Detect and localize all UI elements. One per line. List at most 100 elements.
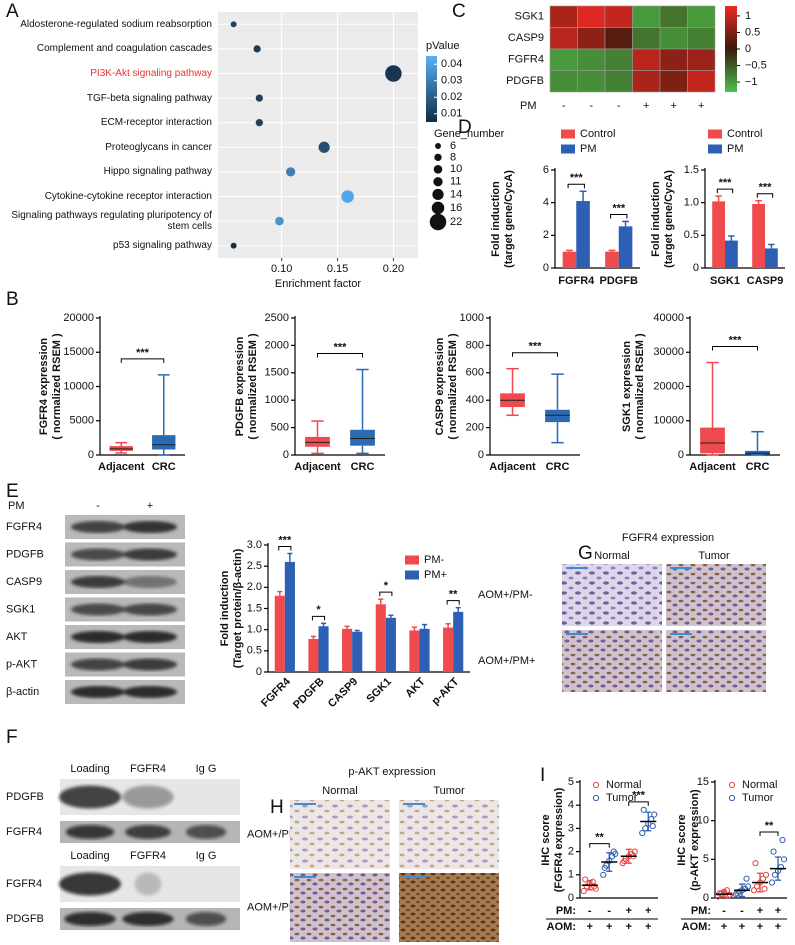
ihc-image (399, 800, 499, 869)
y-axis-label: IHC score (540, 814, 552, 865)
blot-row-label: CASP9 (6, 576, 42, 588)
point (761, 885, 768, 892)
panel-label: B (6, 289, 19, 310)
point (780, 856, 788, 863)
bar (318, 626, 329, 672)
group-label: - (740, 905, 744, 917)
row-label: FGFR4 (508, 54, 544, 66)
dot (385, 65, 402, 82)
ihc-row-label: AOM+/PM- (478, 589, 533, 601)
dot (285, 167, 296, 177)
x-tick-label: CRC (546, 461, 570, 473)
legend-label: Tumor (606, 792, 638, 804)
ihc-column-label: Normal (594, 550, 629, 562)
point (582, 876, 589, 883)
blot-band (123, 603, 177, 616)
point (744, 883, 752, 890)
bar (443, 627, 454, 672)
panel-label: E (6, 481, 19, 502)
bar (409, 630, 420, 672)
blot-column-label: + (147, 500, 153, 512)
ihc-column-label: Normal (322, 785, 357, 797)
bar (284, 561, 295, 672)
heat-cell (577, 48, 606, 71)
y-axis-label: CASP9 expression (434, 337, 446, 435)
y-axis-label: (FGFR4 expression) (553, 787, 565, 892)
y-tick-label: 0 (88, 449, 94, 461)
legend-swatch (561, 144, 575, 154)
x-tick-label: PDGFB (291, 676, 327, 712)
point (639, 829, 646, 837)
y-tick-label: 5 (703, 853, 709, 865)
dot (255, 94, 263, 102)
heat-cell (632, 5, 661, 28)
legend-title: pValue (426, 40, 459, 52)
row-label: CASP9 (508, 32, 544, 44)
y-axis-label: (target gene/CycA) (503, 170, 515, 268)
y-tick-label: 4 (568, 799, 574, 811)
blot-band (71, 548, 125, 561)
colorbar-label: 0.5 (745, 26, 760, 38)
y-tick-label: 10000 (653, 415, 684, 427)
size-label: 11 (450, 176, 461, 188)
blot-band (64, 911, 116, 927)
legend-marker (728, 794, 736, 802)
point (743, 875, 750, 882)
blot-column-label: Ig G (196, 763, 217, 775)
blot-row-label: p-AKT (6, 658, 37, 670)
colorbar-label: 0.04 (441, 58, 462, 70)
blot-band (122, 785, 174, 809)
group-label: - (607, 905, 611, 917)
y-axis-label: ( normalized RSEM ) (634, 333, 646, 440)
x-tick-label: p-AKT (430, 676, 462, 708)
legend-label: Tumor (742, 792, 774, 804)
panel-label: G (578, 543, 593, 564)
bar (712, 201, 725, 268)
bar (765, 248, 778, 268)
legend-label: PM- (424, 554, 445, 566)
colorbar (426, 56, 437, 122)
legend-title: Gene_number (434, 128, 505, 140)
legend-marker (728, 781, 736, 789)
ihc-image (562, 630, 662, 692)
ihc-column-label: Tumor (433, 785, 465, 797)
blot-column-label: FGFR4 (130, 763, 166, 775)
blot-row-label: PDGFB (6, 791, 44, 803)
box (545, 409, 570, 423)
blot-band (65, 824, 115, 840)
blot-band (123, 576, 177, 588)
dot (275, 216, 284, 226)
column-label: - (617, 100, 621, 112)
x-tick-label: Adjacent (294, 461, 341, 473)
heat-cell (549, 48, 578, 71)
dot (253, 45, 261, 53)
size-key (433, 164, 443, 174)
blot-band (185, 911, 227, 927)
significance-label: ** (595, 832, 604, 844)
box (350, 429, 375, 446)
dot (318, 141, 330, 153)
size-label: 8 (450, 151, 456, 163)
significance-bracket (756, 193, 774, 198)
heat-cell (687, 48, 716, 71)
significance-label: *** (719, 177, 733, 189)
heat-cell (549, 70, 578, 93)
category-label-box: Signaling pathways regulating pluripoten… (11, 210, 212, 232)
significance-label: ** (765, 820, 774, 832)
bar (576, 201, 590, 268)
heat-cell (577, 27, 606, 50)
significance-bracket (446, 600, 460, 605)
size-label: 16 (450, 202, 462, 214)
column-label: + (643, 100, 649, 112)
y-tick-label: 2.0 (247, 581, 262, 593)
x-tick-label: CRC (152, 461, 176, 473)
y-axis-label: Fold induction (219, 570, 231, 646)
blot-band (59, 785, 121, 809)
group-label: + (721, 921, 727, 933)
size-key (433, 177, 443, 187)
significance-bracket (379, 591, 393, 597)
significance-label: * (316, 604, 321, 616)
y-axis-label: IHC score (676, 814, 688, 865)
size-label: 22 (450, 216, 462, 228)
